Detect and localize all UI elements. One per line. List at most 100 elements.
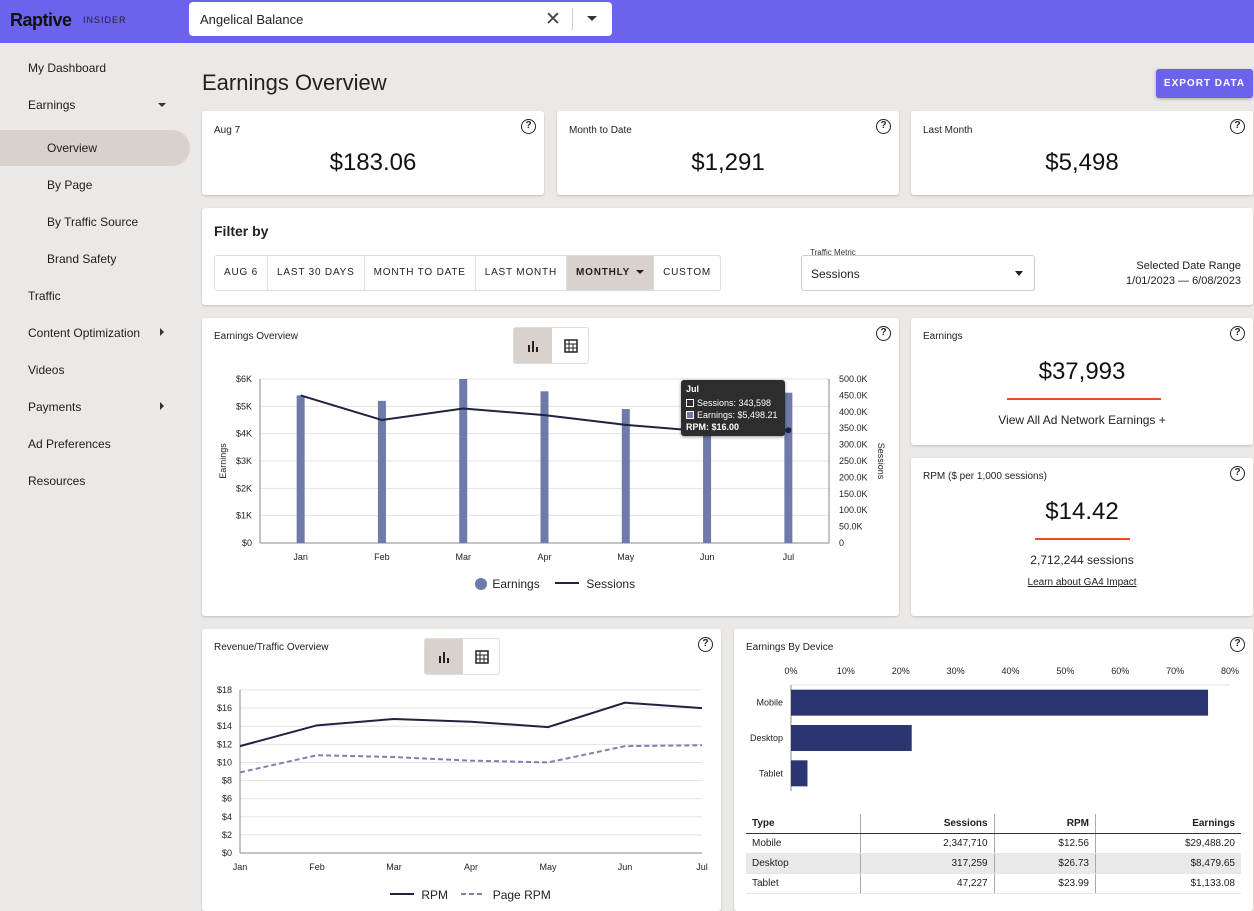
help-icon[interactable]: ? (1230, 326, 1245, 341)
help-icon[interactable]: ? (1230, 637, 1245, 652)
table-view-button[interactable] (463, 639, 501, 674)
filter-monthly-button[interactable]: MONTHLY (566, 256, 655, 290)
help-icon[interactable]: ? (876, 326, 891, 341)
x-tick-label: Jan (293, 552, 308, 562)
sidebar-item-content-optimization[interactable]: Content Optimization (0, 315, 190, 351)
export-data-button[interactable]: EXPORT DATA (1156, 69, 1253, 98)
sidebar-item-label: Overview (47, 141, 98, 155)
y-tick-label: $1K (236, 511, 252, 521)
sidebar-item-label: Ad Preferences (28, 437, 111, 451)
y-tick-label: $6 (222, 794, 232, 804)
filter-aug-6-button[interactable]: AUG 6 (215, 256, 269, 290)
column-header[interactable]: Type (746, 814, 861, 834)
x-tick-label: Apr (464, 862, 478, 872)
x-tick-label: Feb (309, 862, 325, 872)
help-icon[interactable]: ? (521, 119, 536, 134)
sidebar-item-label: Resources (28, 474, 86, 488)
filter-custom-button[interactable]: CUSTOM (663, 267, 712, 278)
rpm-card: RPM ($ per 1,000 sessions) ? $14.42 2,71… (911, 458, 1253, 616)
sidebar-item-label: Content Optimization (28, 326, 141, 340)
table-icon (564, 339, 578, 353)
view-all-earnings-link[interactable]: View All Ad Network Earnings + (998, 413, 1166, 427)
sidebar-item-overview[interactable]: Overview (0, 130, 190, 166)
chevron-down-icon (158, 103, 166, 107)
sidebar-item-my-dashboard[interactable]: My Dashboard (0, 50, 190, 86)
legend-earnings-label: Earnings (492, 577, 540, 591)
y-tick-label: Mobile (756, 698, 783, 708)
sidebar-item-videos[interactable]: Videos (0, 352, 190, 388)
earnings-card: Earnings ? $37,993 View All Ad Network E… (911, 318, 1253, 445)
chart-legend: RPM Page RPM (388, 888, 551, 902)
column-header[interactable]: Earnings (1094, 814, 1241, 834)
table-cell: $26.73 (993, 853, 1096, 874)
caret-down-icon (1015, 271, 1023, 276)
sidebar-item-resources[interactable]: Resources (0, 463, 190, 499)
y-tick-label: $8 (222, 776, 232, 786)
filter-last-30-days-button[interactable]: LAST 30 DAYS (268, 256, 365, 290)
x-tick-label: 40% (1001, 666, 1019, 676)
logo-subtitle: INSIDER (83, 15, 127, 25)
raptive-logo[interactable]: Raptive (10, 10, 72, 30)
help-icon[interactable]: ? (876, 119, 891, 134)
sidebar-item-by-traffic-source[interactable]: By Traffic Source (0, 204, 190, 240)
y-right-axis-label: Sessions (876, 443, 886, 480)
x-tick-label: Jan (233, 862, 248, 872)
accent-rule (1007, 398, 1161, 400)
x-tick-label: 70% (1166, 666, 1184, 676)
legend-rpm-marker (390, 893, 414, 895)
sidebar-item-label: By Page (47, 178, 93, 192)
legend-earnings-marker (475, 578, 487, 590)
earnings-bar (540, 391, 549, 543)
y-right-tick-label: 500.0K (839, 374, 868, 384)
earnings-bar (296, 395, 305, 543)
site-selector-value: Angelical Balance (200, 12, 304, 27)
caret-down-icon (636, 270, 645, 275)
table-view-button[interactable] (552, 328, 590, 363)
table-cell: Mobile (746, 833, 861, 854)
x-tick-label: 50% (1056, 666, 1074, 676)
bar-chart-view-button[interactable] (425, 639, 463, 674)
earnings-by-device-chart: 0% 10% 20% 30% 40% 50% 60% 70% 80% Mobile Desktop T… (750, 666, 1239, 791)
y-right-tick-label: 150.0K (839, 489, 868, 499)
table-cell: 2,347,710 (859, 833, 995, 854)
rpm-value: $14.42 (1045, 498, 1119, 525)
y-right-tick-label: 200.0K (839, 472, 868, 482)
sidebar-item-traffic[interactable]: Traffic (0, 278, 190, 314)
sidebar-item-earnings[interactable]: Earnings (0, 87, 190, 123)
sidebar-item-label: My Dashboard (28, 61, 107, 75)
sidebar-item-brand-safety[interactable]: Brand Safety (0, 241, 190, 277)
help-icon[interactable]: ? (698, 637, 713, 652)
y-tick-label: $14 (217, 721, 232, 731)
x-tick-label: 0% (784, 666, 797, 676)
y-right-tick-label: 100.0K (839, 505, 868, 515)
clear-icon[interactable]: ✕ (545, 9, 561, 30)
earnings-bar (784, 392, 793, 543)
filter-last-month-button[interactable]: LAST MONTH (476, 256, 567, 290)
summary-label: Aug 7 (214, 125, 241, 136)
traffic-metric-select[interactable]: Sessions (801, 255, 1035, 291)
bar-chart-view-button[interactable] (514, 328, 552, 363)
chart-tooltip: Jul Sessions: 343,598 Earnings: $5,498.2… (681, 380, 785, 436)
sidebar-item-ad-preferences[interactable]: Ad Preferences (0, 426, 190, 462)
column-header[interactable]: Sessions (859, 814, 995, 834)
column-header[interactable]: RPM (993, 814, 1096, 834)
sidebar-item-by-page[interactable]: By Page (0, 167, 190, 203)
x-tick-label: 60% (1111, 666, 1129, 676)
rpm-line (239, 701, 703, 748)
earnings-card-label: Earnings (923, 331, 963, 342)
earnings-overview-chart: $0 $1K $2K $3K $4K $5K $6K 0 50.0K 100.0K 150.0K 20… (218, 374, 886, 562)
traffic-metric-value: Sessions (811, 267, 860, 281)
summary-value: $1,291 (691, 149, 765, 176)
summary-label: Last Month (923, 125, 973, 136)
ga4-impact-link[interactable]: Learn about GA4 Impact (1027, 577, 1137, 588)
site-selector[interactable]: Angelical Balance ✕ (189, 2, 612, 36)
sidebar-item-payments[interactable]: Payments (0, 389, 190, 425)
chart-title: Earnings Overview (214, 331, 298, 342)
x-tick-label: May (617, 552, 635, 562)
help-icon[interactable]: ? (1230, 466, 1245, 481)
help-icon[interactable]: ? (1230, 119, 1245, 134)
table-cell: $12.56 (993, 833, 1096, 854)
accent-rule (1035, 538, 1130, 540)
chevron-down-icon[interactable] (587, 16, 597, 21)
filter-month-to-date-button[interactable]: MONTH TO DATE (365, 256, 476, 290)
